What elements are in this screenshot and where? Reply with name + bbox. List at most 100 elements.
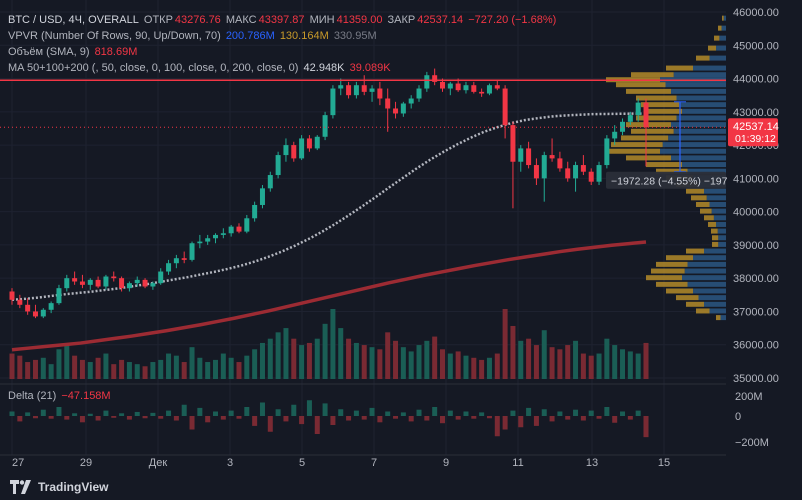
legend-vpvr[interactable]: VPVR (Number Of Rows, 90, Up/Down, 70) 2…: [8, 29, 379, 43]
volume-profile-bar: [616, 82, 666, 88]
legend-ma[interactable]: MA 50+100+200 (, 50, close, 0, 100, clos…: [8, 61, 393, 75]
volume-profile-bar: [712, 241, 719, 247]
volume-profile-bar: [656, 261, 688, 267]
candle-body: [580, 165, 586, 172]
candle-body: [72, 278, 78, 282]
candle-body: [252, 204, 258, 219]
tradingview-icon: [10, 480, 31, 494]
candle-body: [95, 279, 101, 287]
volume-label: Объём (SMA, 9): [8, 46, 90, 58]
vpvr-label: VPVR (Number Of Rows, 90, Up/Down, 70): [8, 30, 221, 42]
delta-bar: [126, 416, 132, 420]
candle-body: [48, 303, 54, 310]
delta-bar: [486, 416, 492, 419]
vpvr-total-value: 330.95M: [333, 30, 377, 42]
candle-body: [518, 148, 524, 162]
delta-bar: [361, 416, 367, 420]
candle-body: [338, 85, 344, 89]
volume-bar: [502, 309, 508, 379]
volume-bar: [291, 338, 297, 379]
volume-bar: [267, 338, 273, 379]
tradingview-logo[interactable]: TradingView: [10, 480, 108, 494]
volume-profile-bar: [700, 208, 712, 214]
volume-profile-bar: [676, 95, 726, 101]
volume-bar: [189, 347, 195, 379]
delta-bar: [236, 416, 242, 419]
delta-bar: [635, 410, 641, 416]
candle-body: [393, 108, 399, 114]
close-value: 42537.14: [417, 14, 464, 26]
volume-bar: [479, 359, 485, 379]
volume-profile-bar: [673, 72, 726, 78]
candle-body: [158, 271, 164, 284]
volume-profile-bar: [693, 65, 726, 71]
high-value: 43397.87: [258, 14, 305, 26]
volume-profile-bar: [696, 201, 710, 207]
candle-body: [447, 83, 453, 89]
legend-delta[interactable]: Delta (21) −47.158M: [8, 389, 113, 403]
volume-profile-bar: [716, 315, 721, 321]
delta-bar: [447, 410, 453, 416]
volume-profile-bar: [686, 248, 704, 254]
delta-bar: [620, 411, 626, 416]
candle-body: [533, 165, 539, 179]
volume-bar: [627, 351, 633, 379]
volume-bar: [518, 340, 524, 379]
delta-bar: [72, 413, 78, 416]
price-tick-label: 37000.00: [733, 306, 779, 318]
volume-bar: [142, 366, 148, 379]
volume-profile-bar: [704, 188, 726, 194]
volume-bar: [126, 362, 132, 379]
candle-body: [424, 75, 430, 89]
delta-bar: [393, 416, 399, 419]
volume-bar: [32, 359, 38, 379]
price-tick-label: 40000.00: [733, 207, 779, 219]
low-value: 41359.00: [336, 14, 383, 26]
volume-bar: [72, 355, 78, 379]
current-price-label: 42537.14: [733, 121, 779, 133]
delta-bar: [95, 416, 101, 421]
delta-bar: [580, 416, 586, 421]
volume-bar: [408, 351, 414, 379]
volume-bar: [166, 353, 172, 379]
volume-bar: [197, 357, 203, 379]
time-tick-label: 13: [586, 457, 598, 469]
legend-symbol[interactable]: BTC / USD, 4Ч, OVERALL: [8, 14, 139, 26]
price-tick-label: 46000.00: [733, 7, 779, 19]
volume-profile-bar: [718, 241, 726, 247]
delta-bar: [604, 407, 610, 416]
volume-bar: [533, 345, 539, 379]
delta-bar: [314, 416, 320, 434]
volume-profile-bar: [712, 235, 719, 241]
delta-bar: [353, 410, 359, 416]
volume-bar: [377, 349, 383, 379]
candle-body: [573, 165, 579, 179]
candle-body: [346, 85, 352, 96]
ma200-path: [11, 240, 647, 352]
delta-bar: [408, 416, 414, 422]
candle-body: [79, 281, 85, 285]
volume-profile-bar: [626, 155, 671, 161]
candle-body: [236, 226, 242, 232]
delta-bar: [166, 410, 172, 416]
overlays: −1972.28 (−4.55%) −197: [0, 79, 728, 189]
delta-bar: [306, 400, 312, 416]
candle-body: [502, 88, 508, 126]
volume-bar: [439, 349, 445, 379]
candle-body: [111, 276, 117, 279]
delta-bar: [385, 411, 391, 416]
time-tick-label: 5: [299, 457, 305, 469]
candle-body: [126, 283, 132, 289]
vpvr-down-value: 130.164M: [279, 30, 329, 42]
legend-volume[interactable]: Объём (SMA, 9) 818.69M: [8, 45, 139, 59]
volume-bar: [64, 345, 70, 379]
candle-body: [220, 233, 226, 235]
volume-profile-bar: [676, 115, 726, 121]
candle-body: [119, 278, 125, 289]
volume-profile-bar: [660, 148, 726, 154]
price-tick-label: 41000.00: [733, 173, 779, 185]
candle-body: [306, 138, 312, 149]
candle-body: [494, 85, 500, 89]
volume-profile-bar: [631, 128, 674, 134]
